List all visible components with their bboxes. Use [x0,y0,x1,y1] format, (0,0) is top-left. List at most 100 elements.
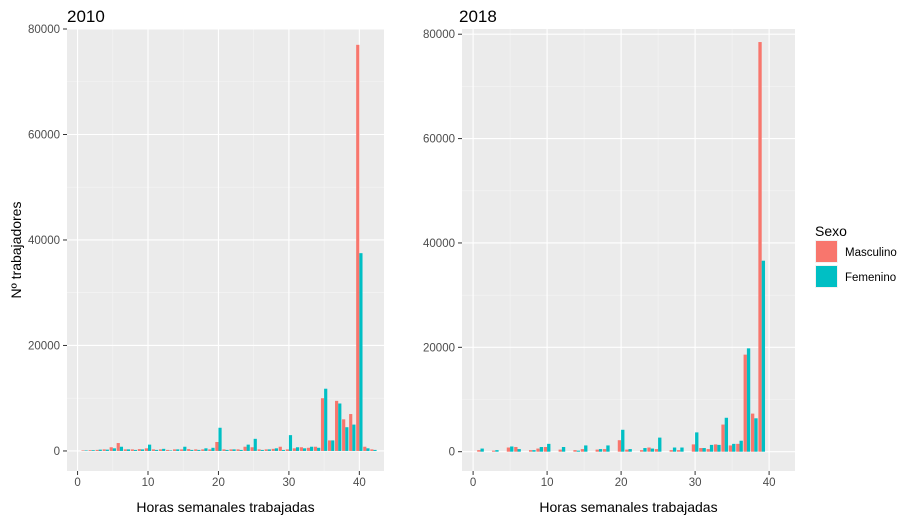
bar-femenino-20 [218,427,222,451]
bar-femenino-28 [680,447,684,452]
x-tick-label: 40 [353,477,366,489]
bar-masculino-34 [313,446,318,451]
bar-femenino-13 [169,450,173,451]
bar-femenino-17 [598,449,603,452]
x-tick-label: 30 [283,477,296,489]
bar-femenino-10 [148,444,152,451]
bar-masculino-18 [201,449,205,451]
bar-masculino-11 [151,449,156,451]
bar-masculino-1 [477,450,481,452]
bar-masculino-28 [271,448,275,451]
bar-masculino-9 [536,448,540,452]
bar-masculino-4 [102,449,106,451]
bar-femenino-22 [232,449,236,451]
bar-femenino-4 [105,449,109,451]
bar-femenino-39 [352,424,356,451]
bar-masculino-23 [639,450,644,452]
bar-masculino-32 [706,449,710,452]
y-tick-label: 20000 [28,340,60,352]
bar-femenino-3 [495,450,499,452]
bar-femenino-27 [267,449,271,451]
bar-masculino-35 [320,398,325,451]
bar-masculino-39 [758,42,762,452]
x-tick-label: 0 [74,477,80,489]
bar-masculino-3 [491,450,496,452]
bar-femenino-5 [112,448,116,451]
bar-masculino-17 [194,449,198,451]
bar-femenino-33 [310,446,314,451]
bar-femenino-39 [761,260,766,452]
bar-femenino-12 [561,446,566,452]
bar-femenino-28 [274,448,278,451]
bar-masculino-32 [299,447,303,451]
bar-masculino-34 [721,424,725,452]
bar-femenino-14 [576,450,581,452]
bar-masculino-14 [173,449,177,451]
bar-femenino-18 [204,448,208,451]
bar-femenino-18 [606,445,610,452]
bar-masculino-20 [215,441,219,451]
x-tick-label: 30 [689,477,702,489]
bar-masculino-12 [158,449,163,451]
bar-femenino-20 [621,429,625,452]
bar-femenino-27 [672,447,677,452]
bar-femenino-32 [302,448,307,451]
x-axis-title: Horas semanales trabajadas [136,499,314,515]
bar-femenino-9 [140,449,145,451]
bar-femenino-12 [162,448,166,451]
panel-background [67,29,384,471]
bar-masculino-22 [229,449,233,451]
bar-masculino-42 [370,449,374,451]
bar-masculino-10 [543,446,548,452]
legend-key-femenino [816,266,837,287]
bar-femenino-32 [709,444,714,452]
bar-femenino-21 [225,449,229,451]
bar-femenino-23 [643,448,647,452]
bar-masculino-21 [222,449,226,451]
bar-femenino-37 [746,348,751,452]
bar-femenino-3 [98,449,102,451]
bar-femenino-19 [211,447,215,451]
bar-masculino-27 [669,450,673,452]
bar-masculino-26 [257,449,261,451]
bar-femenino-7 [126,449,131,451]
bar-masculino-35 [728,445,733,452]
bar-femenino-5 [510,446,514,452]
bar-masculino-10 [144,448,149,451]
bar-masculino-6 [116,443,120,451]
bar-femenino-25 [253,438,257,451]
bar-femenino-38 [754,418,758,452]
bar-masculino-2 [88,450,92,451]
bar-femenino-34 [724,417,729,452]
bar-masculino-37 [743,354,747,452]
bar-masculino-25 [250,447,254,451]
bar-masculino-14 [573,450,577,452]
bar-masculino-15 [180,449,184,451]
bar-femenino-8 [133,449,138,451]
panel-background [462,29,795,471]
bar-femenino-6 [517,449,521,452]
bar-masculino-13 [165,449,170,451]
bar-femenino-24 [246,444,250,451]
bar-masculino-24 [647,447,651,452]
bar-masculino-36 [327,440,332,451]
x-tick-label: 0 [470,477,476,489]
bar-femenino-17 [197,449,201,451]
bar-masculino-3 [95,449,99,451]
y-axis-title: Nº trabajadores [8,202,24,299]
bar-masculino-24 [243,446,247,451]
panel-title: 2018 [459,7,497,26]
bar-femenino-11 [155,449,159,451]
x-tick-label: 20 [212,477,225,489]
bar-femenino-29 [281,449,286,451]
bar-masculino-8 [528,450,533,452]
bar-femenino-34 [317,447,321,451]
panel-0: 0 10 20 30 40 0 20000 40000 60000 80000 2010 Horas … [28,7,384,515]
bar-masculino-31 [292,448,296,451]
bar-femenino-41 [366,448,370,451]
legend: Sexo Masculino Femenino [815,223,897,288]
bar-femenino-21 [628,449,632,452]
legend-title: Sexo [815,223,847,239]
bar-femenino-31 [702,448,706,452]
